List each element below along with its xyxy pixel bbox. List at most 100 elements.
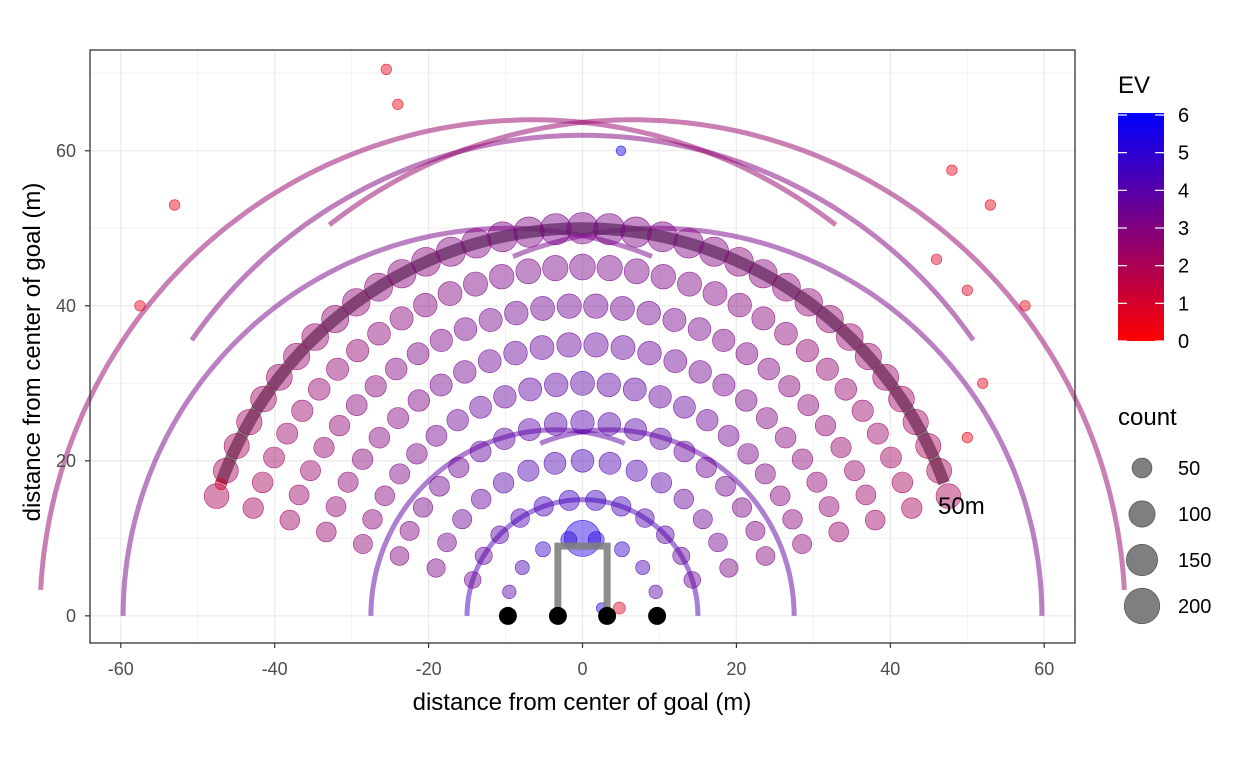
shot-point [478, 308, 503, 332]
shot-point [610, 335, 636, 360]
shot-point [544, 372, 569, 397]
shot-point [301, 323, 329, 351]
shot-point [961, 284, 973, 296]
goal-post-marker [598, 606, 617, 625]
shot-point [755, 546, 776, 566]
shot-point [593, 213, 626, 245]
shot-point [326, 357, 350, 381]
shot-point [463, 271, 488, 297]
shot-point [321, 305, 350, 333]
goal-post-marker [648, 606, 667, 625]
shot-point [984, 199, 997, 211]
shot-point [325, 496, 347, 517]
shot-point [308, 378, 331, 401]
colorbar [1118, 113, 1164, 341]
shot-point [692, 509, 713, 530]
shot-point [389, 306, 414, 331]
shot-point [493, 427, 516, 450]
shot-point [712, 373, 736, 397]
size-legend-label: 200 [1178, 596, 1211, 618]
shot-point [656, 525, 675, 544]
shot-point [977, 377, 989, 389]
shot-point [429, 328, 453, 352]
shot-point [930, 253, 943, 265]
shot-point [529, 335, 555, 360]
size-legend: count 50 100 150 200 [1118, 404, 1211, 625]
shot-point [891, 471, 914, 494]
shot-point [795, 339, 819, 363]
colorbar-tick-label: 0 [1178, 331, 1189, 353]
colorbar-tick-label: 5 [1178, 143, 1189, 165]
shot-point [437, 281, 463, 306]
shot-point [352, 534, 373, 554]
shot-point [510, 508, 530, 528]
shot-point [558, 489, 580, 511]
shot-point [288, 484, 310, 506]
shot-point [757, 357, 780, 381]
shot-point [469, 395, 492, 419]
shot-point [364, 375, 387, 398]
shot-point [542, 255, 569, 282]
x-tick-label: -20 [416, 659, 442, 679]
colorbar-ticks: 6 5 4 3 2 1 0 [1118, 105, 1189, 353]
highlight-arc-group [215, 222, 950, 486]
shot-point [513, 216, 545, 248]
shot-point [708, 532, 728, 553]
color-legend-title: EV [1118, 72, 1150, 99]
shot-point [448, 456, 470, 478]
size-legend-label: 150 [1178, 550, 1211, 572]
shot-point [615, 145, 627, 157]
size-legend-key [1131, 457, 1153, 479]
shot-point [426, 558, 446, 578]
shot-point [583, 332, 609, 358]
shot-point [213, 457, 239, 484]
shot-point [493, 472, 515, 494]
shot-point [866, 422, 889, 445]
shot-point [530, 296, 555, 321]
shot-point [872, 363, 900, 391]
shot-point [471, 488, 492, 510]
shot-point [279, 509, 300, 531]
shot-point [778, 375, 801, 398]
shot-point [702, 281, 728, 306]
shot-point [543, 412, 568, 436]
shot-point [782, 509, 803, 530]
shot-point [389, 463, 411, 485]
shot-point [751, 306, 776, 331]
shot-point [250, 385, 277, 413]
shot-point [392, 98, 404, 110]
shot-point [412, 497, 433, 518]
shot-point [596, 255, 623, 282]
shot-point [504, 301, 529, 326]
shot-point [818, 496, 840, 517]
shot-point [673, 440, 696, 463]
shot-point [902, 409, 929, 436]
shot-point [276, 422, 299, 445]
highlight-arc-50m [215, 222, 950, 486]
shot-point [464, 571, 482, 589]
shot-point [650, 264, 676, 290]
shot-point [374, 485, 395, 506]
y-tick-label: 20 [56, 451, 76, 471]
size-legend-title: count [1118, 404, 1177, 431]
shot-point [352, 448, 374, 470]
shot-point [772, 272, 801, 302]
shot-point [263, 446, 285, 469]
shot-point [469, 440, 492, 463]
shot-point [754, 463, 776, 485]
shot-point [477, 349, 502, 374]
y-axis-title: distance from center of goal (m) [19, 183, 46, 522]
shot-point [611, 496, 632, 517]
goal-post-marker [498, 606, 517, 625]
x-axis-ticks: -60 -40 -20 0 20 40 60 [108, 643, 1054, 679]
distance-arc [464, 497, 701, 616]
shot-point [389, 546, 410, 566]
x-tick-label: 20 [726, 659, 746, 679]
distance-arc [539, 427, 797, 616]
shot-point [533, 496, 554, 517]
shot-point [828, 521, 849, 543]
shot-point [425, 424, 448, 447]
shot-point [715, 475, 736, 497]
shot-point [169, 199, 181, 211]
